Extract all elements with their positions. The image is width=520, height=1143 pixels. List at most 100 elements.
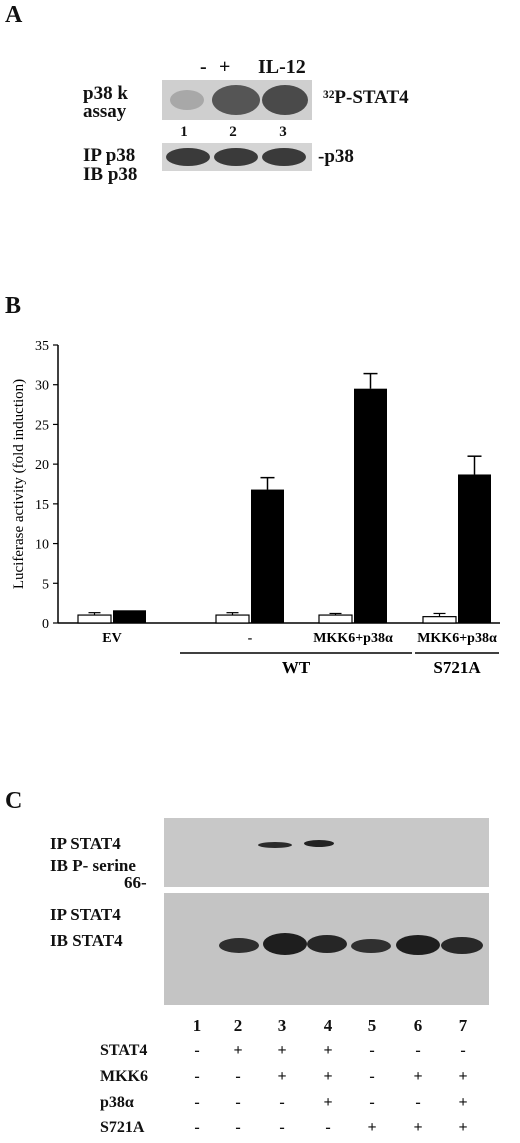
- band-lane-2: [212, 85, 260, 115]
- cond-s721a-lane-1: -: [194, 1119, 200, 1136]
- cond-s721a-lane-5: +: [367, 1119, 377, 1136]
- y-tick-label-0: 0: [42, 617, 49, 632]
- bracket-label-wt: WT: [282, 658, 311, 677]
- condition-label-p38a: p38α: [100, 1094, 134, 1111]
- panel-c-lane-number-5: 5: [367, 1016, 377, 1035]
- p38-band-lane-1: [166, 148, 210, 166]
- panel-c-letter: C: [5, 788, 23, 814]
- bar-filled-4: [458, 474, 491, 623]
- stat4-band-lane-5: [351, 939, 391, 953]
- luciferase-bar-chart: 0 5 10 15 20 25 30 35 Luciferase activity (fold …: [11, 339, 500, 677]
- stat4-band-lane-6: [396, 935, 440, 955]
- panel-a-lane-number-3: 3: [279, 124, 287, 140]
- cond-mkk6-lane-1: -: [194, 1068, 200, 1085]
- category-label-3: MKK6+p38α: [313, 631, 393, 646]
- cond-mkk6-lane-2: -: [235, 1068, 241, 1085]
- stat4-band-lane-2: [219, 938, 259, 953]
- p38-immunoblot: [162, 143, 312, 171]
- cond-p38a-lane-7: +: [458, 1094, 468, 1111]
- bar-open-3: [318, 614, 353, 624]
- y-tick-label-25: 25: [35, 418, 49, 433]
- cond-p38a-lane-1: -: [194, 1094, 200, 1111]
- y-tick-label-20: 20: [35, 458, 49, 473]
- lane-header-2: +: [219, 56, 231, 78]
- panel-a-lane-number-2: 2: [229, 124, 237, 140]
- cond-mkk6-lane-3: +: [277, 1068, 287, 1085]
- lane-header-1: -: [200, 56, 207, 78]
- panel-a-bottom-label-1: IP p38: [83, 145, 136, 166]
- cond-stat4-lane-7: -: [460, 1042, 466, 1059]
- panel-a-top-right-label: ³²P-STAT4: [323, 87, 409, 108]
- cond-p38a-lane-6: -: [415, 1094, 421, 1111]
- cond-mkk6-lane-6: +: [413, 1068, 423, 1085]
- cond-stat4-lane-4: +: [323, 1042, 333, 1059]
- y-tick-label-10: 10: [35, 538, 49, 553]
- cond-s721a-lane-2: -: [235, 1119, 241, 1136]
- cond-s721a-lane-6: +: [413, 1119, 423, 1136]
- band-lane-1: [170, 90, 204, 110]
- cond-mkk6-lane-4: +: [323, 1068, 333, 1085]
- y-tick-label-30: 30: [35, 379, 49, 394]
- y-axis-label: Luciferase activity (fold induction): [11, 379, 27, 589]
- y-tick-label-15: 15: [35, 498, 49, 513]
- panel-a-bottom-label-2: IB p38: [83, 164, 138, 185]
- cond-p38a-lane-2: -: [235, 1094, 241, 1111]
- y-tick-label-5: 5: [42, 577, 49, 592]
- stat4-immunoblot: [164, 893, 489, 1005]
- cond-s721a-lane-4: -: [325, 1119, 331, 1136]
- bar-open-4: [422, 616, 457, 624]
- panel-c-top-label-2: IB P- serine: [50, 856, 136, 875]
- phospho-serine-blot: [164, 818, 489, 887]
- bar-filled-1: [113, 610, 146, 623]
- panel-b-letter: B: [5, 293, 22, 319]
- band-lane-3: [262, 85, 308, 115]
- cond-s721a-lane-3: -: [279, 1119, 285, 1136]
- cond-mkk6-lane-7: +: [458, 1068, 468, 1085]
- p38-band-lane-2: [214, 148, 258, 166]
- y-tick-label-35: 35: [35, 339, 49, 354]
- panel-c-bottom-label-2: IB STAT4: [50, 931, 123, 950]
- p38-band-lane-3: [262, 148, 306, 166]
- condition-label-stat4: STAT4: [100, 1042, 148, 1059]
- cond-stat4-lane-6: -: [415, 1042, 421, 1059]
- bar-filled-3: [354, 388, 387, 623]
- panel-a-lane-number-1: 1: [180, 124, 188, 140]
- stat4-band-lane-4: [307, 935, 347, 953]
- cond-stat4-lane-5: -: [369, 1042, 375, 1059]
- cond-stat4-lane-2: +: [233, 1042, 243, 1059]
- kinase-assay-blot: [162, 80, 312, 120]
- panel-c-lane-number-4: 4: [323, 1016, 333, 1035]
- category-label-2: -: [248, 631, 253, 646]
- panel-a-letter: A: [5, 2, 23, 28]
- panel-c-lane-number-6: 6: [413, 1016, 423, 1035]
- panel-a-top-label-2: assay: [83, 101, 127, 122]
- panel-c-lane-number-3: 3: [277, 1016, 287, 1035]
- stat4-band-lane-7: [441, 937, 483, 954]
- panel-c-top-label-1: IP STAT4: [50, 834, 121, 853]
- condition-label-mkk6: MKK6: [100, 1068, 148, 1085]
- panel-a-top-label-1: p38 k: [83, 83, 128, 104]
- pser-band-lane-3: [258, 842, 292, 848]
- bar-open-1: [77, 614, 112, 624]
- panel-c-lane-number-7: 7: [458, 1016, 468, 1035]
- cond-p38a-lane-4: +: [323, 1094, 333, 1111]
- lane-header-3: IL-12: [258, 56, 306, 78]
- cond-stat4-lane-3: +: [277, 1042, 287, 1059]
- cond-stat4-lane-1: -: [194, 1042, 200, 1059]
- panel-a-bottom-right-label: -p38: [318, 146, 354, 167]
- pser-band-lane-4: [304, 840, 334, 847]
- panel-c-lane-number-2: 2: [233, 1016, 243, 1035]
- cond-p38a-lane-5: -: [369, 1094, 375, 1111]
- category-label-4: MKK6+p38α: [417, 631, 497, 646]
- bar-open-2: [215, 614, 250, 624]
- bracket-label-s721a: S721A: [433, 658, 481, 677]
- panel-c-lane-number-1: 1: [192, 1016, 202, 1035]
- cond-s721a-lane-7: +: [458, 1119, 468, 1136]
- stat4-band-lane-3: [263, 933, 307, 955]
- panel-c-bottom-label-1: IP STAT4: [50, 905, 121, 924]
- category-label-1: EV: [102, 631, 121, 646]
- condition-label-s721a: S721A: [100, 1119, 145, 1136]
- cond-mkk6-lane-5: -: [369, 1068, 375, 1085]
- molecular-weight-marker: 66-: [124, 873, 147, 892]
- cond-p38a-lane-3: -: [279, 1094, 285, 1111]
